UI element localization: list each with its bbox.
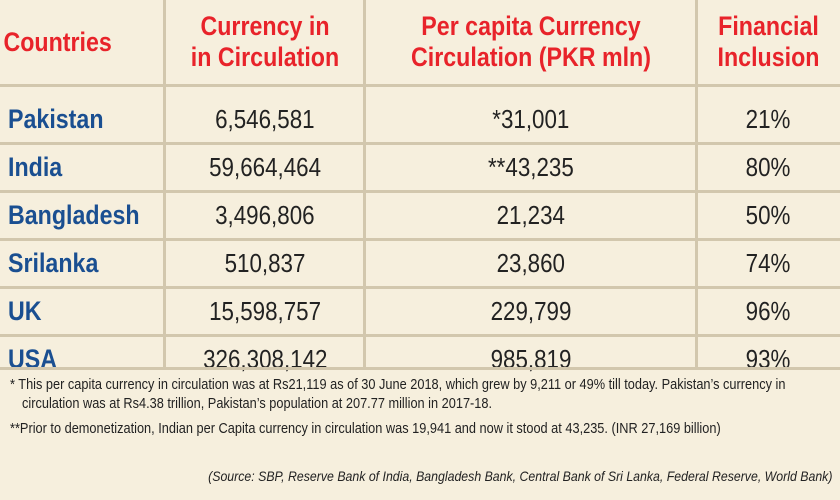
table-row: Srilanka 510,837 23,860 74% <box>0 238 840 288</box>
inclusion-cell: 80% <box>697 142 840 192</box>
header-row: Countries Currency in in Circulation Per… <box>0 0 840 87</box>
footnote-1-line-2: circulation was at Rs4.38 trillion, Paki… <box>22 396 493 412</box>
table-row: UK 15,598,757 229,799 96% <box>0 286 840 336</box>
table-row: India 59,664,464 **43,235 80% <box>0 142 840 192</box>
header-financial-inclusion: Financial Inclusion <box>707 0 830 87</box>
table-bottom-rule <box>0 367 840 370</box>
per-capita-cell: 21,234 <box>365 190 697 240</box>
inclusion-cell: 50% <box>697 190 840 240</box>
inclusion-cell: 74% <box>697 238 840 288</box>
table-row: Pakistan 6,546,581 *31,001 21% <box>0 86 840 144</box>
inclusion-cell: 21% <box>746 104 791 134</box>
table-row: Bangladesh 3,496,806 21,234 50% <box>0 190 840 240</box>
currency-cell: 59,664,464 <box>165 142 365 192</box>
source-credit: (Source: SBP, Reserve Bank of India, Ban… <box>207 468 832 484</box>
country-cell: UK <box>0 286 165 336</box>
country-cell: Srilanka <box>0 238 165 288</box>
per-capita-cell: 229,799 <box>365 286 697 336</box>
header-per-capita: Per capita Currency Circulation (PKR mln… <box>388 0 674 87</box>
country-cell: India <box>0 142 165 192</box>
header-countries: Countries <box>0 0 142 87</box>
footnote-1: * This per capita currency in circulatio… <box>0 376 840 414</box>
header-currency-in-circulation: Currency in in Circulation <box>179 0 351 87</box>
column-divider <box>163 0 166 368</box>
currency-cell: 6,546,581 <box>215 104 315 134</box>
column-divider <box>363 0 366 368</box>
per-capita-cell: **43,235 <box>365 142 697 192</box>
currency-cell: 3,496,806 <box>165 190 365 240</box>
footnote-1-line-1: * This per capita currency in circulatio… <box>10 377 786 393</box>
inclusion-cell: 96% <box>697 286 840 336</box>
currency-cell: 15,598,757 <box>165 286 365 336</box>
country-cell: Pakistan <box>8 104 104 134</box>
data-table: Countries Currency in in Circulation Per… <box>0 0 840 382</box>
per-capita-cell: 985,819 <box>365 334 697 382</box>
per-capita-cell: *31,001 <box>492 104 570 134</box>
currency-cell: 510,837 <box>165 238 365 288</box>
country-cell: Bangladesh <box>0 190 165 240</box>
footnote-2: **Prior to demonetization, Indian per Ca… <box>10 421 721 437</box>
column-divider <box>695 0 698 368</box>
footnotes: * This per capita currency in circulatio… <box>0 376 840 439</box>
per-capita-cell: 23,860 <box>365 238 697 288</box>
currency-table: Countries Currency in in Circulation Per… <box>0 0 840 382</box>
